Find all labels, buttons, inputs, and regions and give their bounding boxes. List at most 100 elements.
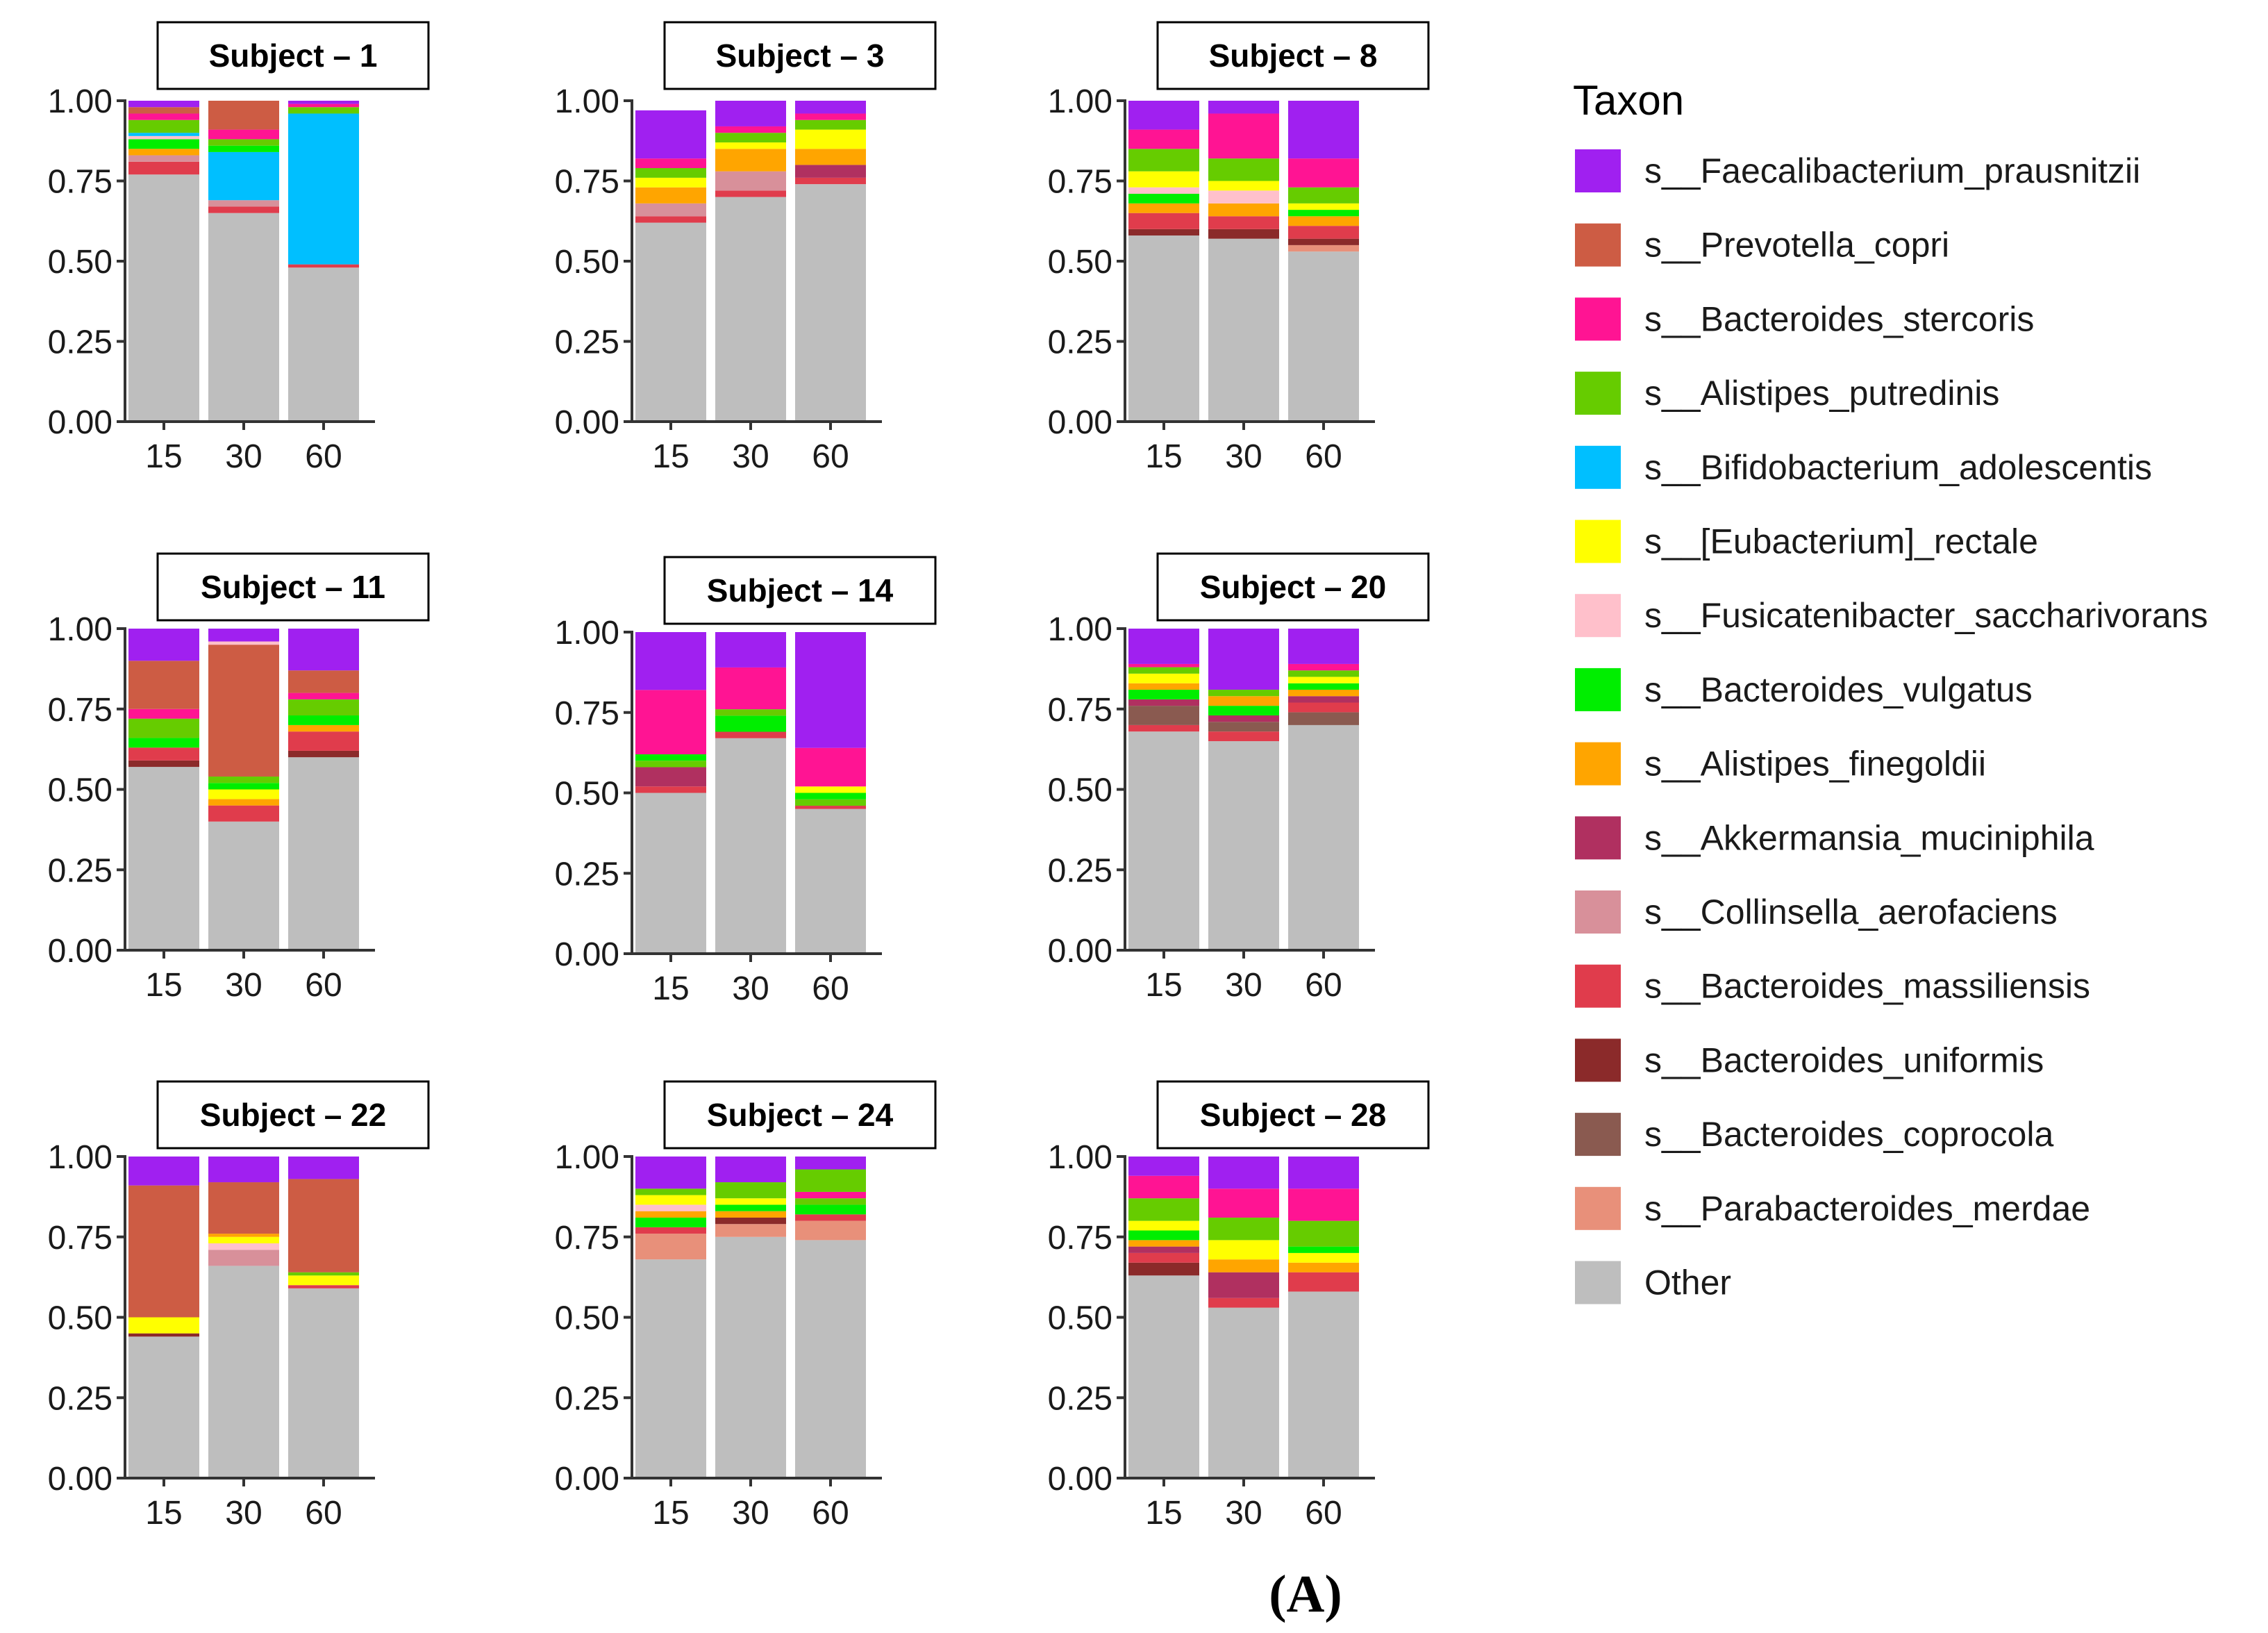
- legend-label: s__Collinsella_aerofaciens: [1644, 893, 2058, 931]
- bar-segment: [1288, 226, 1359, 239]
- bar-segment: [288, 715, 359, 725]
- y-tick-label: 0.25: [48, 1380, 112, 1417]
- bar-segment: [1208, 715, 1279, 722]
- subject-label-box: [663, 1080, 937, 1150]
- bar-segment: [795, 165, 866, 178]
- panel-subject-8: Subject – 24 0.00 0.25 0.50 0.75 1.00 15 30 60: [555, 1080, 937, 1532]
- bar-segment: [288, 103, 359, 108]
- x-tick-label: 15: [145, 438, 182, 475]
- bar-segment: [795, 632, 866, 748]
- taxon-legend: Taxon s__Faecalibacterium_prausnitzii s__P…: [1573, 77, 2208, 1304]
- legend-label: s__Parabacteroides_merdae: [1644, 1189, 2090, 1228]
- bar-segment: [1288, 677, 1359, 683]
- bar-segment: [715, 101, 786, 126]
- bar-segment: [1128, 673, 1199, 683]
- bar-segment: [1288, 670, 1359, 677]
- bar-segment: [635, 690, 706, 754]
- bar-segment: [635, 203, 706, 217]
- bar-segment: [128, 767, 199, 950]
- bar-segment: [288, 629, 359, 671]
- bar-segment: [128, 1336, 199, 1478]
- y-tick-label: 0.50: [1048, 772, 1112, 809]
- y-tick-label: 0.50: [555, 244, 619, 281]
- bar-segment: [128, 738, 199, 748]
- bar-segment: [1208, 113, 1279, 159]
- bar-segment: [635, 1188, 706, 1195]
- bar-segment: [1208, 1217, 1279, 1241]
- bar-segment: [128, 107, 199, 114]
- bar-segment: [715, 142, 786, 149]
- x-tick-label: 15: [1145, 438, 1182, 475]
- y-tick-label: 0.75: [555, 1220, 619, 1257]
- subject-label: Subject – 24: [707, 1097, 894, 1133]
- bar-segment: [208, 776, 279, 784]
- bar-segment: [208, 200, 279, 207]
- legend-label: s__Bacteroides_uniformis: [1644, 1041, 2044, 1079]
- subject-label: Subject – 28: [1200, 1097, 1386, 1133]
- legend-swatch: [1575, 1261, 1621, 1304]
- bar-segment: [208, 821, 279, 950]
- bar-segment: [208, 641, 279, 645]
- legend-swatch: [1575, 223, 1621, 267]
- bar-segment: [715, 709, 786, 716]
- panel-subject-1: Subject – 1 0.00 0.25 0.50 0.75 1.00 15 30 60: [48, 21, 430, 475]
- legend-swatch: [1575, 445, 1621, 489]
- y-tick-label: 0.25: [555, 856, 619, 893]
- y-tick-label: 0.75: [555, 164, 619, 201]
- bar-segment: [1128, 1262, 1199, 1276]
- y-tick-label: 0.00: [48, 933, 112, 970]
- y-tick-label: 1.00: [1048, 83, 1112, 120]
- bar-segment: [715, 1198, 786, 1205]
- bar-segment: [715, 1157, 786, 1183]
- x-tick-label: 15: [652, 1495, 689, 1532]
- bar-segment: [288, 1179, 359, 1273]
- bar-segment: [1128, 149, 1199, 172]
- subject-label-box: [1156, 1080, 1430, 1150]
- y-tick-label: 1.00: [48, 1139, 112, 1176]
- x-tick-label: 60: [305, 438, 342, 475]
- bar-segment: [128, 139, 199, 149]
- legend-label: s__Bacteroides_massiliensis: [1644, 967, 2090, 1006]
- bar-segment: [1208, 238, 1279, 422]
- x-tick-label: 30: [732, 438, 769, 475]
- bar-segment: [128, 119, 199, 133]
- bar-segment: [208, 799, 279, 806]
- legend-label: s__Fusicatenibacter_saccharivorans: [1644, 596, 2208, 635]
- x-tick-label: 15: [145, 967, 182, 1004]
- legend-swatch: [1575, 1186, 1621, 1230]
- bar-segment: [208, 805, 279, 822]
- bar-segment: [128, 1157, 199, 1186]
- y-tick-label: 0.75: [555, 695, 619, 732]
- bar-segment: [128, 629, 199, 661]
- bar-segment: [208, 1236, 279, 1244]
- bar-segment: [715, 738, 786, 954]
- bar-segment: [795, 786, 866, 793]
- bar-segment: [1128, 129, 1199, 149]
- x-tick-label: 30: [225, 438, 262, 475]
- legend-swatch: [1575, 668, 1621, 711]
- bar-segment: [1208, 706, 1279, 716]
- legend-label: s__Alistipes_putredinis: [1644, 374, 1999, 413]
- x-tick-label: 15: [1145, 1495, 1182, 1532]
- bar-segment: [288, 107, 359, 114]
- bar-segment: [1128, 229, 1199, 236]
- bar-segment: [128, 1333, 199, 1337]
- bar-segment: [128, 708, 199, 719]
- bar-segment: [128, 747, 199, 761]
- bar-segment: [715, 1224, 786, 1237]
- x-tick-label: 30: [225, 967, 262, 1004]
- legend-label: s__Akkermansia_muciniphila: [1644, 818, 2094, 857]
- bar-segment: [1288, 1272, 1359, 1292]
- bar-segment: [1128, 663, 1199, 668]
- bar-segment: [288, 264, 359, 268]
- bar-segment: [288, 1288, 359, 1478]
- subject-label-box: [156, 552, 430, 622]
- bar-segment: [715, 133, 786, 143]
- y-tick-label: 0.75: [1048, 1220, 1112, 1257]
- legend-swatch: [1575, 149, 1621, 192]
- bar-segment: [208, 145, 279, 152]
- bar-segment: [635, 761, 706, 768]
- bar-segment: [128, 135, 199, 140]
- x-tick-label: 30: [1225, 1495, 1262, 1532]
